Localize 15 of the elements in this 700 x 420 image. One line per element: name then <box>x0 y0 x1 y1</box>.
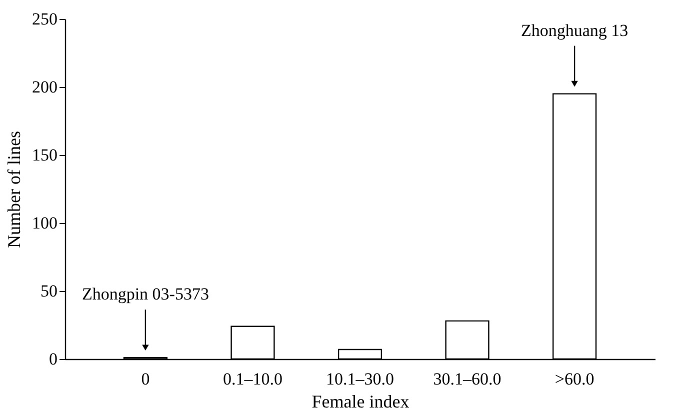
y-tick-label: 50 <box>40 282 58 300</box>
x-tick-label: >60.0 <box>554 370 594 388</box>
x-axis-title: Female index <box>312 392 410 412</box>
y-tick-label: 250 <box>32 10 58 28</box>
annotation: Zhonghuang 13 <box>520 20 628 40</box>
x-tick-label: 30.1–60.0 <box>433 370 502 388</box>
x-tick-label: 0 <box>141 370 150 388</box>
y-tick-label: 150 <box>32 146 58 164</box>
annotation: Zhongpin 03-5373 <box>82 284 209 304</box>
y-tick-label: 100 <box>32 214 58 232</box>
x-tick-label: 10.1–30.0 <box>326 370 394 388</box>
y-tick-label: 200 <box>32 78 58 96</box>
y-tick-label: 0 <box>49 350 58 368</box>
x-tick-label: 0.1–10.0 <box>222 370 282 388</box>
y-axis-title: Number of lines <box>4 131 24 248</box>
